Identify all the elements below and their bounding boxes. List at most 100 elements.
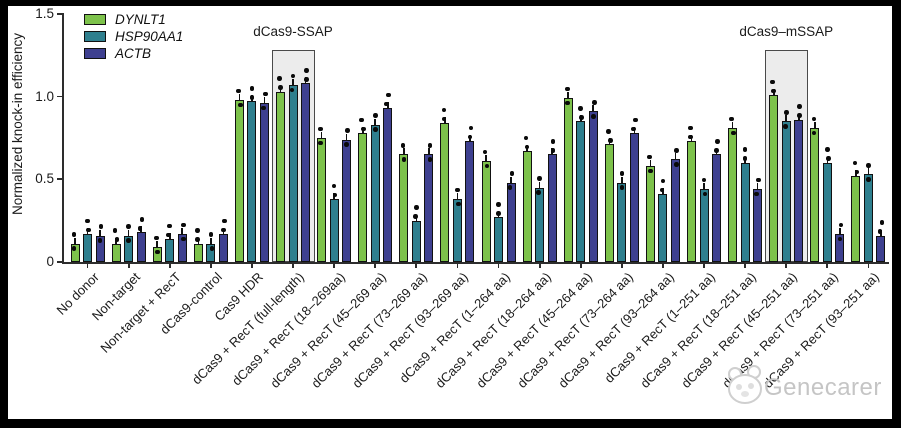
data-point xyxy=(71,232,77,238)
data-point xyxy=(180,236,186,242)
error-bar xyxy=(374,118,377,125)
data-point xyxy=(153,235,159,241)
bar-hsp90aa1 xyxy=(83,233,93,262)
data-point xyxy=(550,139,556,144)
data-point xyxy=(249,86,255,91)
x-axis-tick xyxy=(292,263,294,269)
data-point xyxy=(854,169,860,175)
bar-dynlt1 xyxy=(440,122,450,262)
data-point xyxy=(304,76,309,82)
x-axis-tick xyxy=(538,263,541,269)
x-axis-tick xyxy=(867,263,870,269)
bar-hsp90aa1 xyxy=(781,121,791,262)
bar-hsp90aa1 xyxy=(165,238,175,262)
data-point xyxy=(318,126,323,132)
data-point xyxy=(756,177,761,183)
error-bar xyxy=(292,78,294,85)
data-point xyxy=(441,116,447,122)
x-axis-tick xyxy=(744,263,747,269)
error-bar xyxy=(567,92,570,99)
bar-actb xyxy=(588,111,598,262)
data-point xyxy=(139,216,145,222)
bar-dynlt1 xyxy=(70,243,80,262)
legend-swatch-icon xyxy=(84,31,106,42)
x-axis-tick xyxy=(703,263,705,269)
data-point xyxy=(877,229,883,234)
data-point xyxy=(825,147,830,152)
data-point xyxy=(126,238,131,243)
bar-actb xyxy=(506,182,516,262)
data-point xyxy=(384,101,390,107)
data-point xyxy=(180,222,186,228)
bar-dynlt1 xyxy=(399,154,409,262)
data-point xyxy=(372,113,378,118)
data-point xyxy=(386,92,392,98)
error-bar xyxy=(428,148,430,155)
bar-actb xyxy=(794,119,804,262)
data-point xyxy=(496,202,501,207)
error-bar xyxy=(756,183,759,190)
data-point xyxy=(414,205,419,210)
bar-hsp90aa1 xyxy=(124,235,134,262)
bar-dynlt1 xyxy=(645,166,655,262)
bar-actb xyxy=(835,233,845,262)
y-axis-tick xyxy=(57,261,62,263)
data-point xyxy=(608,138,613,143)
bar-hsp90aa1 xyxy=(288,84,298,262)
bar-actb xyxy=(383,108,393,262)
data-point xyxy=(195,228,200,234)
data-point xyxy=(866,176,871,182)
y-axis-tick xyxy=(57,178,62,181)
data-point xyxy=(372,127,378,132)
data-point xyxy=(879,220,885,225)
error-bar xyxy=(485,155,487,162)
error-bar xyxy=(345,133,348,140)
bar-dynlt1 xyxy=(193,243,203,262)
data-point xyxy=(536,190,541,195)
x-axis-tick xyxy=(86,263,89,269)
data-point xyxy=(811,130,817,136)
bar-dynlt1 xyxy=(687,141,697,262)
bar-hsp90aa1 xyxy=(658,194,668,262)
bar-dynlt1 xyxy=(481,161,491,262)
error-bar xyxy=(181,227,184,234)
data-point xyxy=(278,85,283,90)
data-point xyxy=(688,134,693,140)
data-point xyxy=(400,143,406,148)
bar-hsp90aa1 xyxy=(576,121,586,262)
bar-dynlt1 xyxy=(276,91,286,262)
data-point xyxy=(688,125,693,131)
x-axis-tick xyxy=(415,263,418,269)
data-point xyxy=(482,149,488,155)
bar-actb xyxy=(95,235,105,262)
data-point xyxy=(754,191,759,197)
x-axis-tick xyxy=(374,263,377,269)
data-point xyxy=(209,246,215,252)
data-point xyxy=(112,228,118,234)
data-point xyxy=(579,115,585,120)
bar-hsp90aa1 xyxy=(740,162,750,262)
error-bar xyxy=(156,241,159,248)
data-point xyxy=(137,225,143,231)
y-axis-tick xyxy=(57,12,62,15)
data-point xyxy=(331,183,337,189)
data-point xyxy=(236,88,241,94)
data-point xyxy=(837,236,843,242)
data-point xyxy=(441,107,447,113)
error-bar xyxy=(621,176,623,183)
error-bar xyxy=(210,237,212,244)
legend-swatch-icon xyxy=(84,48,106,59)
bar-dynlt1 xyxy=(152,247,162,262)
data-point xyxy=(126,224,131,229)
data-point xyxy=(715,139,720,144)
bar-dynlt1 xyxy=(522,151,532,262)
data-point xyxy=(633,117,638,123)
legend-label: DYNLT1 xyxy=(115,12,166,27)
bar-hsp90aa1 xyxy=(247,101,257,262)
data-point xyxy=(537,176,542,181)
bar-actb xyxy=(712,154,722,262)
error-bar xyxy=(867,168,870,175)
data-point xyxy=(564,100,570,106)
data-point xyxy=(401,157,407,162)
